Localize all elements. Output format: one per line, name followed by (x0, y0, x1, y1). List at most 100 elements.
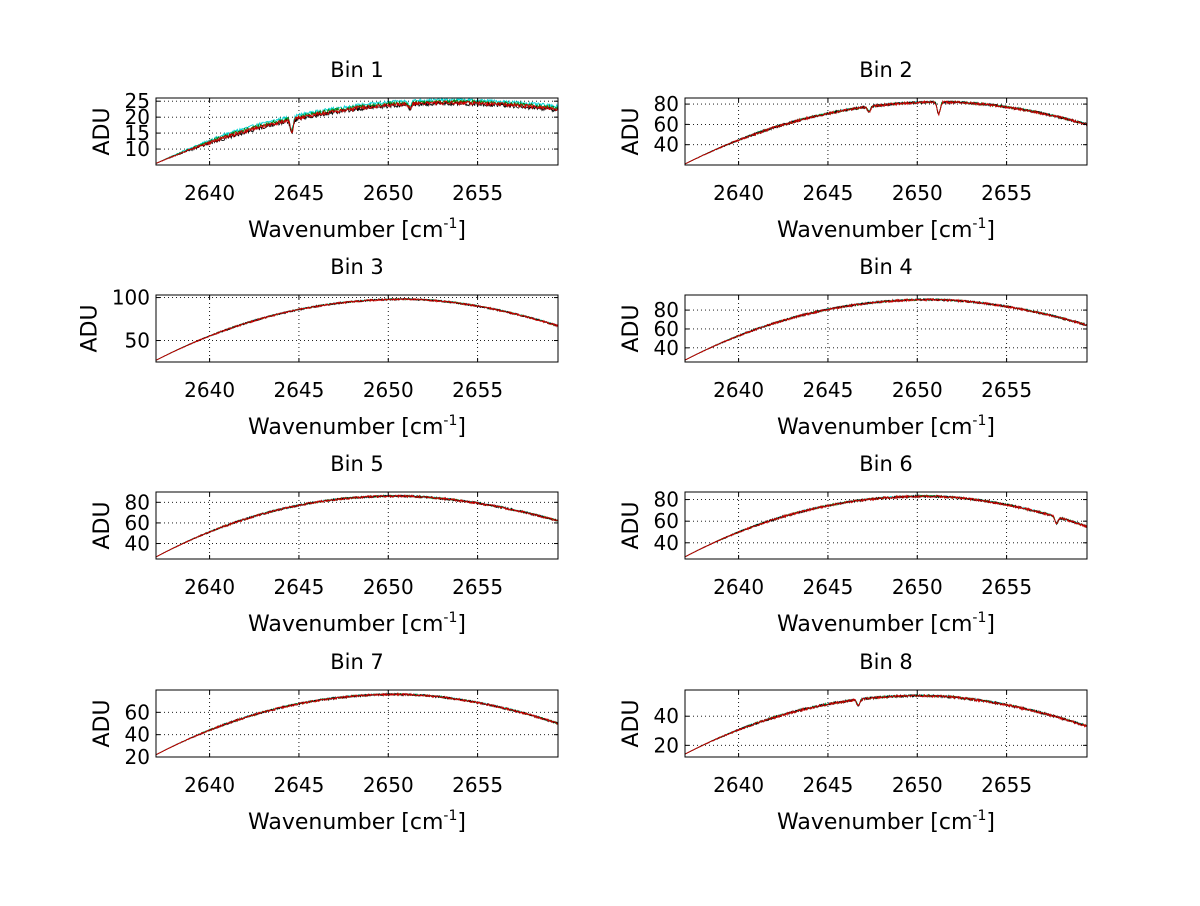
x-tick-label: 2645 (802, 575, 853, 599)
subplot-title: Bin 7 (330, 650, 384, 674)
x-tick-label: 2655 (981, 575, 1032, 599)
y-tick-label: 20 (654, 733, 679, 757)
x-tick-label: 2650 (892, 773, 943, 797)
subplot-title: Bin 8 (859, 650, 913, 674)
y-axis-label: ADU (619, 304, 644, 352)
x-tick-label: 2650 (363, 378, 414, 402)
x-tick-label: 2655 (981, 378, 1032, 402)
subplot-title: Bin 6 (859, 452, 913, 476)
y-axis-label: ADU (619, 699, 644, 747)
x-axis-label: Wavenumber [cm-1] (777, 808, 995, 835)
x-tick-label: 2655 (981, 773, 1032, 797)
y-tick-label: 50 (125, 329, 150, 353)
x-tick-label: 2650 (363, 181, 414, 205)
axes-border (155, 689, 559, 758)
subplot-bin-8: 2640 2645 2650 2655 20 40 Bin 8 Wavenumber [cm-… (619, 650, 1088, 835)
x-axis-label: Wavenumber [cm-1] (248, 216, 466, 243)
x-axis-label: Wavenumber [cm-1] (777, 216, 995, 243)
y-tick-label: 100 (112, 286, 150, 310)
y-tick-label: 80 (654, 92, 679, 116)
subplot-title: Bin 1 (330, 58, 384, 82)
x-tick-label: 2640 (184, 575, 235, 599)
y-axis-label: ADU (90, 501, 115, 549)
y-tick-label: 15 (125, 121, 150, 145)
y-tick-label: 40 (125, 532, 150, 556)
x-axis-label: Wavenumber [cm-1] (248, 808, 466, 835)
series-line (684, 297, 1088, 361)
axes-frame (684, 97, 1088, 166)
y-tick-label: 40 (654, 704, 679, 728)
x-tick-label: 2645 (802, 773, 853, 797)
x-tick-label: 2655 (452, 575, 503, 599)
x-tick-label: 2655 (981, 181, 1032, 205)
series-line (155, 100, 559, 164)
x-tick-label: 2650 (892, 181, 943, 205)
y-tick-label: 80 (654, 298, 679, 322)
axes-border (155, 97, 559, 166)
x-axis-label: Wavenumber [cm-1] (248, 610, 466, 637)
series-line (684, 494, 1088, 558)
y-tick-label: 20 (125, 745, 150, 769)
y-tick-label: 60 (125, 511, 150, 535)
y-tick-label: 60 (654, 317, 679, 341)
axes-frame (684, 294, 1088, 363)
x-tick-label: 2650 (892, 378, 943, 402)
series-line (155, 96, 559, 164)
y-tick-label: 80 (125, 490, 150, 514)
x-tick-label: 2645 (802, 378, 853, 402)
subplot-title: Bin 5 (330, 452, 384, 476)
x-tick-label: 2645 (273, 378, 324, 402)
y-tick-label: 40 (654, 336, 679, 360)
y-tick-label: 40 (654, 133, 679, 157)
x-tick-label: 2640 (713, 378, 764, 402)
x-tick-label: 2650 (363, 773, 414, 797)
x-tick-label: 2640 (713, 773, 764, 797)
x-axis-label: Wavenumber [cm-1] (777, 413, 995, 440)
y-tick-label: 40 (654, 531, 679, 555)
x-tick-label: 2655 (452, 378, 503, 402)
x-tick-label: 2650 (363, 575, 414, 599)
axes-border (155, 294, 559, 363)
x-tick-label: 2655 (452, 773, 503, 797)
y-tick-label: 80 (654, 488, 679, 512)
y-tick-label: 60 (654, 112, 679, 136)
y-tick-label: 60 (125, 700, 150, 724)
axes-border (155, 491, 559, 560)
series-line (684, 693, 1088, 755)
axes-border (684, 97, 1088, 166)
subplot-title: Bin 3 (330, 255, 384, 279)
axes-frame (684, 689, 1088, 758)
x-tick-label: 2645 (273, 773, 324, 797)
x-tick-label: 2655 (452, 181, 503, 205)
axes-border (684, 689, 1088, 758)
y-tick-label: 25 (125, 89, 150, 113)
axes-frame (155, 689, 559, 758)
y-tick-label: 20 (125, 105, 150, 129)
subplot-bin-3: 2640 2645 2650 2655 50 100 Bin 3 Wavenumber [cm… (78, 255, 559, 440)
y-axis-label: ADU (90, 107, 115, 155)
x-tick-label: 2645 (273, 575, 324, 599)
subplot-title: Bin 2 (859, 58, 913, 82)
axes-border (684, 491, 1088, 560)
y-tick-label: 40 (125, 723, 150, 747)
x-tick-label: 2640 (184, 378, 235, 402)
x-tick-label: 2640 (184, 773, 235, 797)
x-axis-label: Wavenumber [cm-1] (777, 610, 995, 637)
axes-frame (155, 294, 559, 363)
subplot-title: Bin 4 (859, 255, 913, 279)
x-tick-label: 2640 (713, 575, 764, 599)
axes-frame (684, 491, 1088, 560)
series-line (155, 494, 559, 558)
series-line (155, 692, 559, 756)
x-tick-label: 2640 (184, 181, 235, 205)
y-tick-label: 10 (125, 137, 150, 161)
x-tick-label: 2650 (892, 575, 943, 599)
